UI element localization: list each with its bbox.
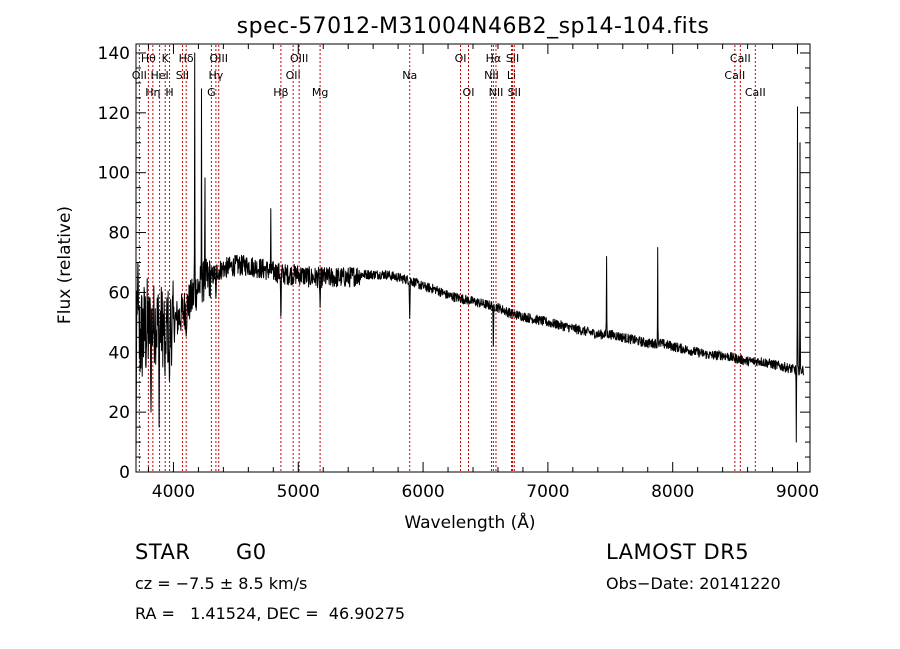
- observation-date: Obs−Date: 20141220: [606, 574, 781, 593]
- y-tick-label: 20: [108, 403, 130, 423]
- chart-title: spec-57012-M31004N46B2_sp14-104.fits: [237, 14, 710, 39]
- line-marker-label: Hη: [145, 86, 160, 99]
- redshift-readout: cz = −7.5 ± 8.5 km/s: [135, 574, 308, 593]
- x-tick-label: 9000: [776, 482, 819, 502]
- spectrum-line: [135, 52, 805, 458]
- line-marker-label: OIII: [290, 52, 308, 65]
- y-tick-label: 120: [98, 104, 130, 124]
- line-marker-label: NII: [484, 69, 499, 82]
- spectrum-chart: spec-57012-M31004N46B2_sp14-104.fits OII…: [55, 14, 820, 533]
- y-tick-label: 140: [98, 44, 130, 64]
- y-tick-label: 60: [108, 283, 130, 303]
- line-marker-label: OIII: [210, 52, 228, 65]
- line-marker-label: Hβ: [273, 86, 288, 99]
- line-marker-label: OII: [286, 69, 301, 82]
- line-marker-label: OI: [463, 86, 475, 99]
- spectrum-series: [135, 52, 805, 458]
- x-axis-label: Wavelength (Å): [404, 511, 535, 533]
- line-marker-label: Hγ: [208, 69, 223, 82]
- line-marker-label: SII: [176, 69, 189, 82]
- line-marker-label: Hδ: [179, 52, 194, 65]
- line-marker-label: K: [162, 52, 170, 65]
- line-marker-label: Na: [402, 69, 417, 82]
- line-marker-label: Hθ: [141, 52, 156, 65]
- line-marker-label: G: [207, 86, 216, 99]
- line-marker-label: OI: [455, 52, 467, 65]
- object-class: STAR: [135, 540, 191, 564]
- line-marker-label: CaII: [730, 52, 751, 65]
- axes: 4000 5000 6000 7000 8000 9000 0 20 40 60 80 100 120 1…: [98, 44, 820, 502]
- line-marker-label: Li: [507, 69, 516, 82]
- y-tick-label: 0: [119, 463, 130, 483]
- line-marker-label: OII: [132, 69, 147, 82]
- line-marker-label: Mg: [312, 86, 328, 99]
- y-tick-label: 80: [108, 224, 130, 244]
- y-axis-label: Flux (relative): [55, 206, 75, 324]
- line-marker-label: H: [165, 86, 173, 99]
- x-tick-label: 5000: [277, 482, 320, 502]
- survey-name: LAMOST DR5: [606, 540, 750, 564]
- line-marker-label: SII: [508, 86, 521, 99]
- y-tick-label: 100: [98, 164, 130, 184]
- line-marker-label: NII: [489, 86, 504, 99]
- line-markers: OIIHθHηHeIKHSIIHδGHγOIIIHβOIIOIIIMgNaOIO…: [132, 45, 766, 471]
- y-tick-label: 40: [108, 343, 130, 363]
- line-marker-label: HeI: [150, 69, 168, 82]
- x-tick-label: 4000: [152, 482, 195, 502]
- line-marker-label: CaII: [724, 69, 745, 82]
- line-marker-label: CaII: [745, 86, 766, 99]
- line-marker-label: Hα: [486, 52, 502, 65]
- line-marker-label: SII: [506, 52, 519, 65]
- object-subclass: G0: [236, 540, 267, 564]
- coordinates-readout: RA = 1.41524, DEC = 46.90275: [135, 604, 406, 623]
- x-tick-label: 7000: [526, 482, 569, 502]
- x-tick-label: 6000: [401, 482, 444, 502]
- x-tick-label: 8000: [651, 482, 694, 502]
